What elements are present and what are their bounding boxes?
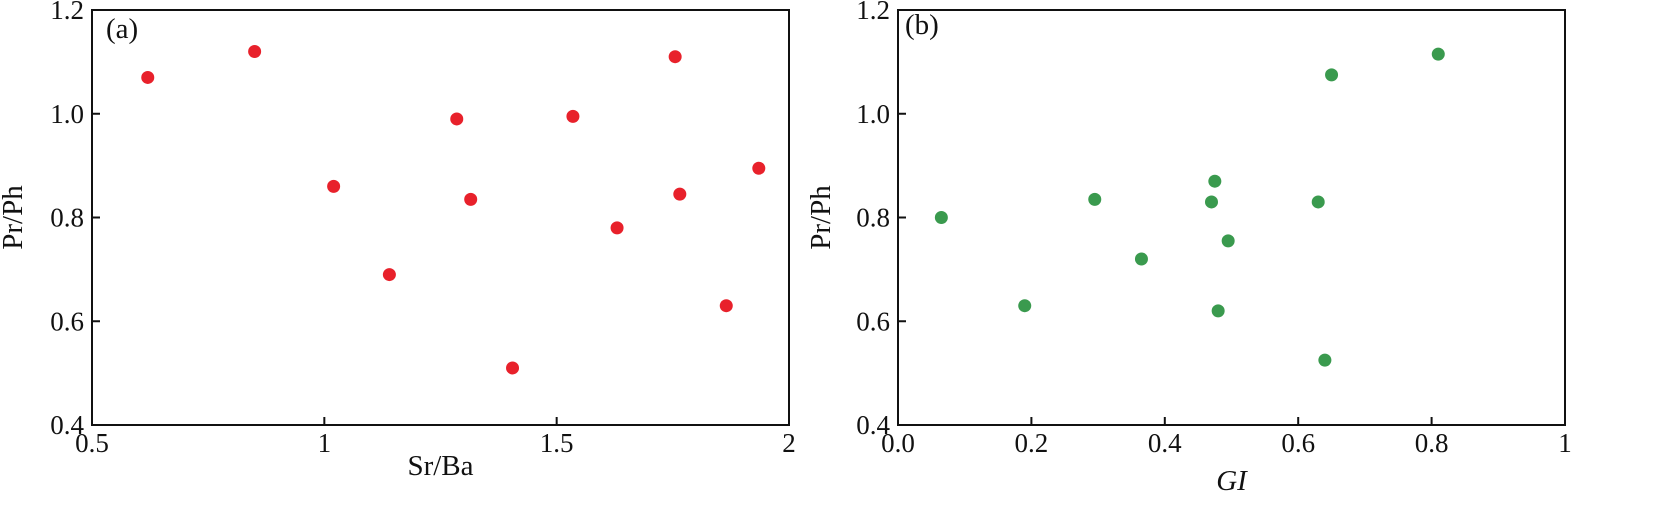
x-tick-label: 0.4 (1148, 428, 1182, 458)
data-point-a (668, 50, 682, 64)
panel-label-a: (a) (106, 13, 138, 45)
y-tick-label: 1.2 (856, 0, 890, 25)
panel-b-scatter: 0.0 0.2 0.4 0.6 0.8 1 0.4 0.6 0.8 1.0 1.2 (b) GI Pr/P… (805, 0, 1572, 497)
data-point-b (1134, 252, 1148, 266)
y-axis-label-b: Pr/Ph (805, 185, 837, 250)
data-point-a (450, 112, 464, 126)
x-tick-label: 0.5 (75, 428, 109, 458)
data-point-a (752, 161, 766, 175)
data-point-b (1318, 353, 1332, 367)
plot-frame-a (91, 9, 790, 426)
x-tick-label: 1 (1558, 428, 1572, 458)
data-point-a (673, 187, 687, 201)
data-point-b (1211, 304, 1225, 318)
x-tick-label: 0.6 (1281, 428, 1315, 458)
data-point-b (1325, 68, 1339, 82)
data-point-a (506, 361, 520, 375)
x-tick-label: 2 (782, 428, 796, 458)
data-point-b (1208, 174, 1222, 188)
plot-frame-b (897, 9, 1566, 426)
data-point-a (610, 221, 624, 235)
data-point-a (327, 179, 341, 193)
x-axis-label-b: GI (1216, 465, 1248, 497)
data-point-a (141, 70, 155, 84)
data-point-a (464, 192, 478, 206)
y-tick-label: 0.8 (50, 203, 84, 233)
x-axis-label-a: Sr/Ba (407, 450, 473, 482)
data-point-b (1221, 234, 1235, 248)
data-point-a (248, 45, 262, 58)
data-point-a (719, 299, 733, 313)
x-tick-label: 0.8 (1415, 428, 1449, 458)
data-point-a (566, 109, 580, 123)
x-tick-label: 1 (318, 428, 332, 458)
x-tick-label: 1.5 (540, 428, 574, 458)
y-tick-label: 1.0 (856, 99, 890, 129)
data-point-b (934, 211, 948, 224)
y-tick-label: 0.4 (50, 410, 84, 440)
y-tick-label: 0.8 (856, 203, 890, 233)
data-point-b (1204, 195, 1218, 209)
data-point-b (1431, 47, 1445, 61)
x-tick-label: 0.0 (881, 428, 915, 458)
y-tick-label: 0.6 (50, 306, 84, 336)
y-tick-label: 0.6 (856, 306, 890, 336)
data-point-b (1088, 192, 1102, 206)
y-tick-label: 1.0 (50, 99, 84, 129)
y-tick-label: 1.2 (50, 0, 84, 25)
y-axis-label-a: Pr/Ph (0, 185, 29, 250)
y-tick-label: 0.4 (856, 410, 890, 440)
data-point-b (1311, 195, 1325, 209)
panel-a-scatter: 0.5 1 1.5 2 0.4 0.6 0.8 1.0 1.2 (a) Sr/Ba Pr/Ph (0, 0, 796, 482)
panel-label-b: (b) (905, 9, 939, 41)
x-tick-label: 0.2 (1015, 428, 1049, 458)
data-point-b (1018, 299, 1032, 313)
data-point-a (382, 268, 396, 282)
